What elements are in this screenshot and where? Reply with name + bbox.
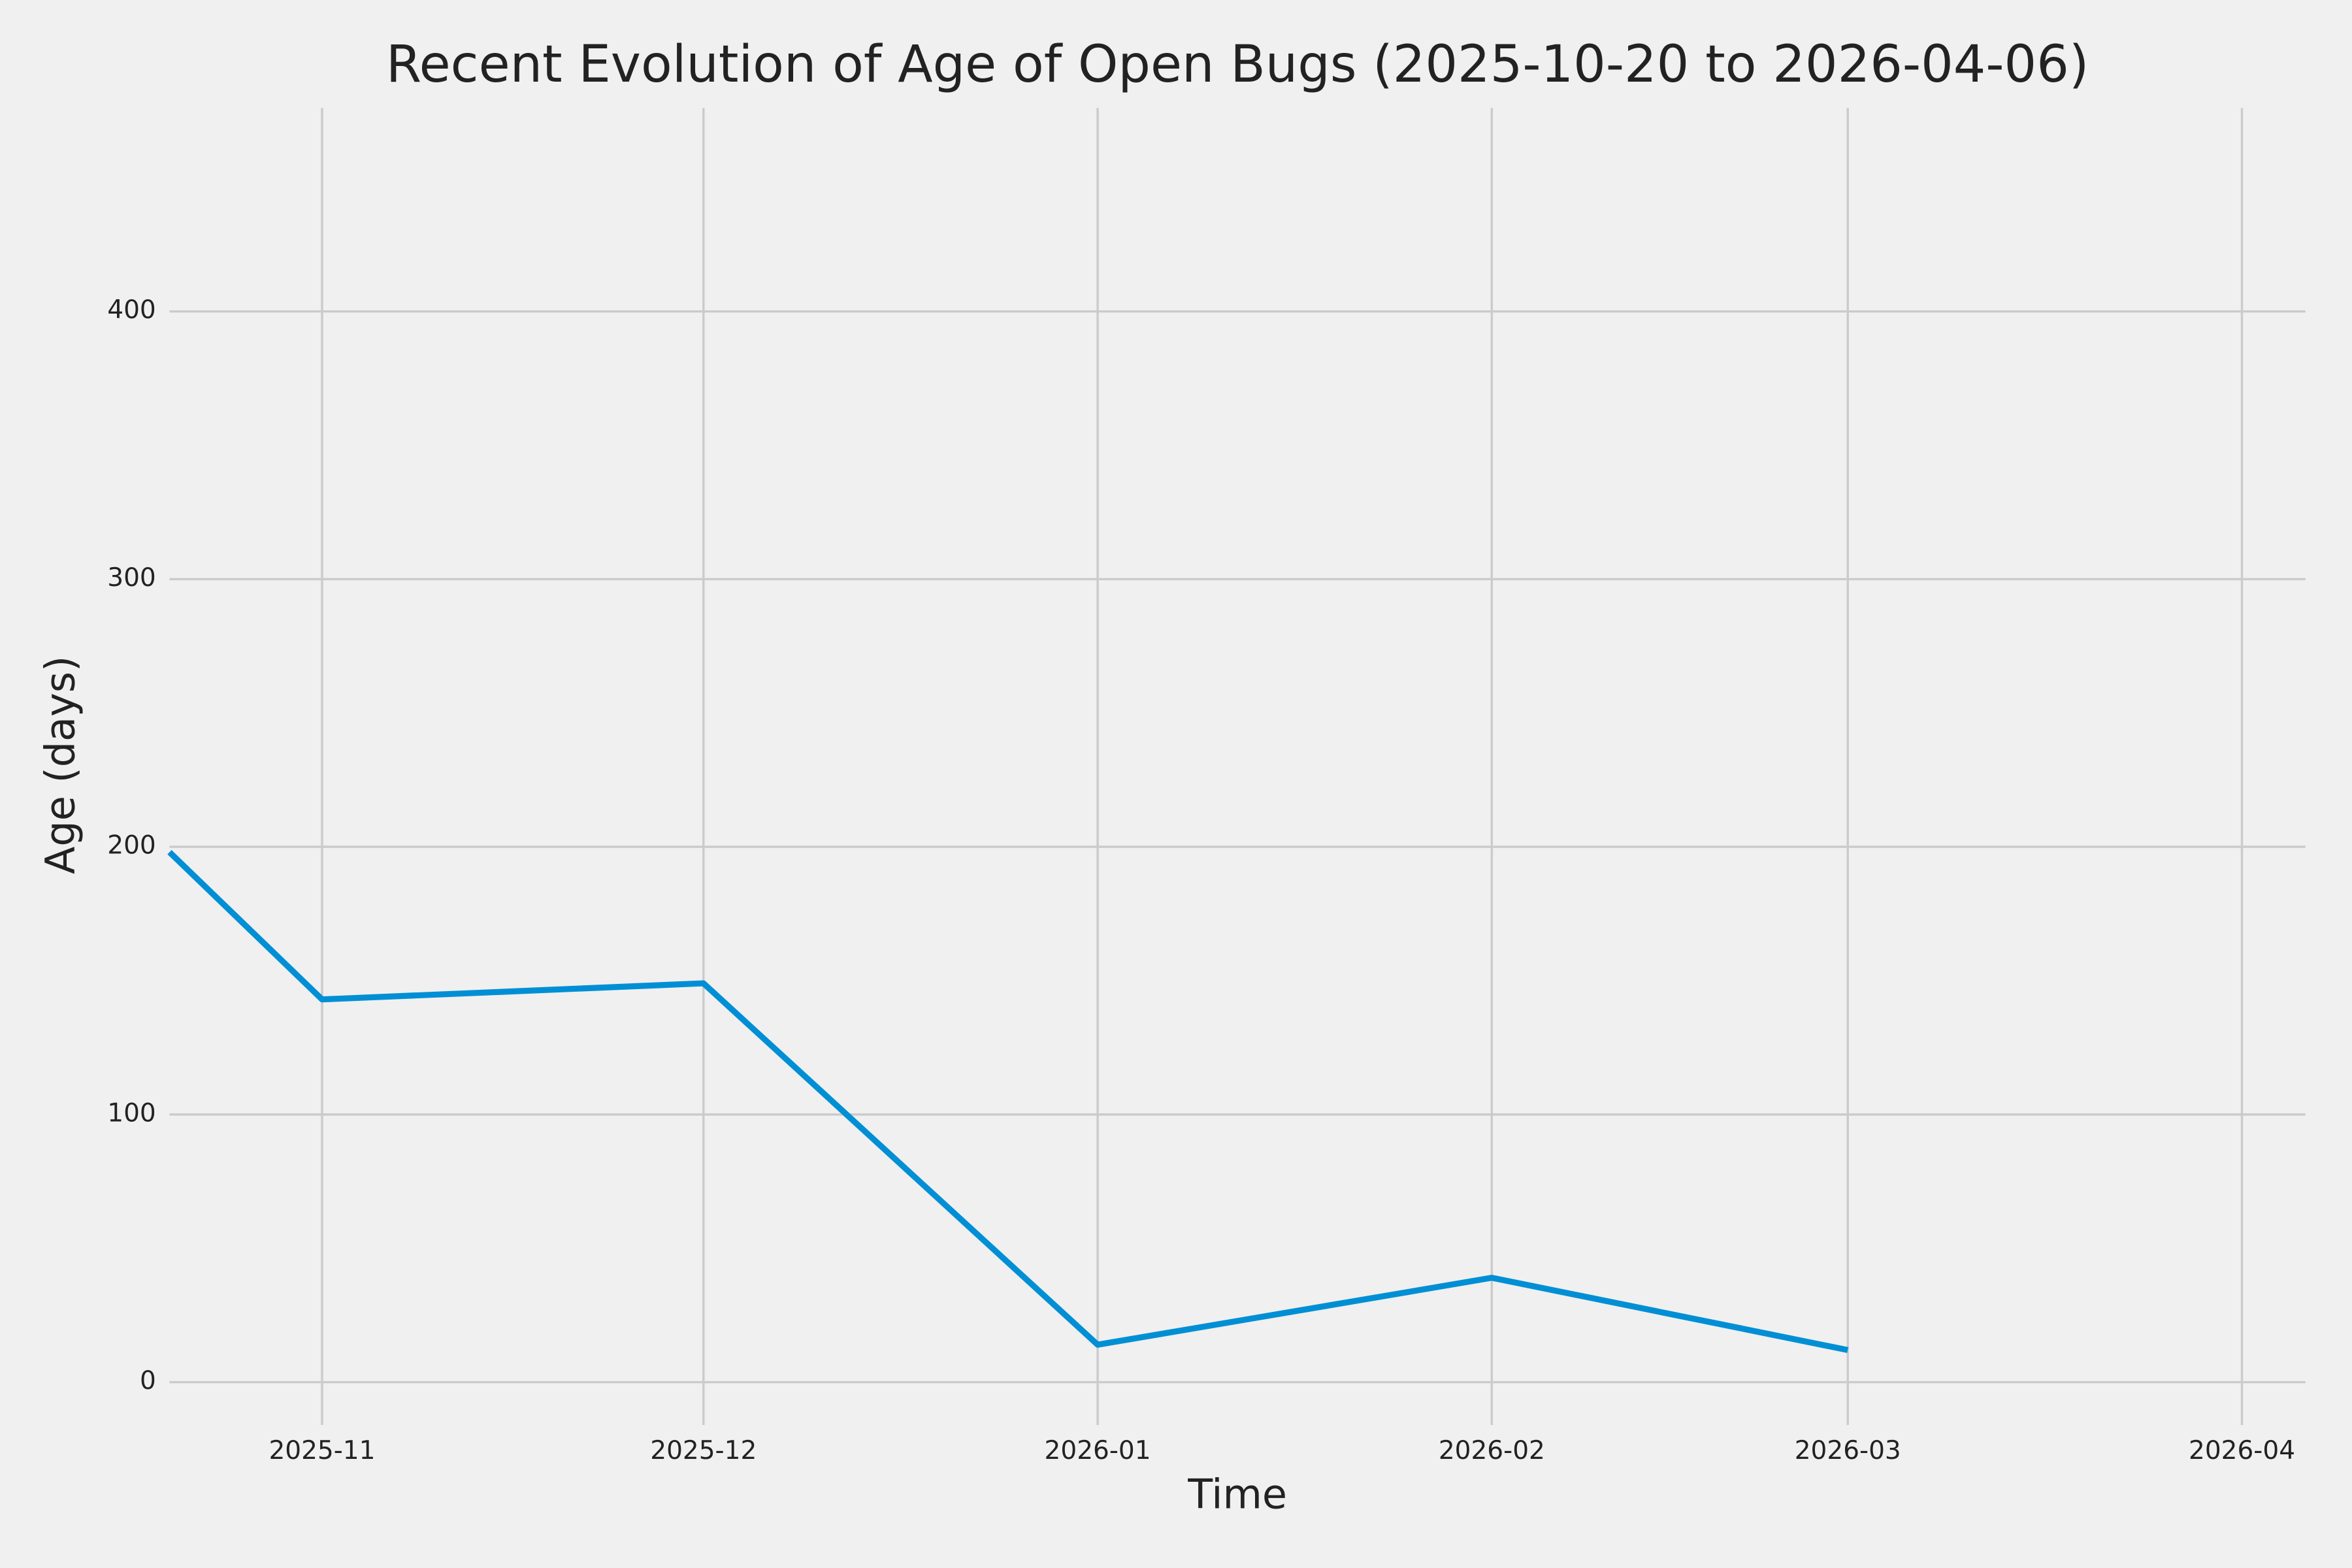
x-tick-label: 2026-04 <box>2189 1436 2295 1465</box>
chart-title: Recent Evolution of Age of Open Bugs (20… <box>386 35 2089 94</box>
y-tick-label: 400 <box>107 295 155 325</box>
x-tick-label: 2026-03 <box>1795 1436 1901 1465</box>
data-line <box>167 850 1849 1353</box>
x-tick-label: 2026-02 <box>1439 1436 1545 1465</box>
y-tick-label: 200 <box>107 831 155 860</box>
x-axis-label: Time <box>1187 1470 1287 1518</box>
x-tick-label: 2026-01 <box>1045 1436 1151 1465</box>
y-tick-label: 100 <box>107 1098 155 1128</box>
y-tick-label: 0 <box>140 1366 156 1396</box>
x-tick-label: 2025-12 <box>650 1436 757 1465</box>
y-axis-label: Age (days) <box>37 656 84 874</box>
x-tick-label: 2025-11 <box>269 1436 375 1465</box>
y-tick-label: 300 <box>107 563 155 593</box>
